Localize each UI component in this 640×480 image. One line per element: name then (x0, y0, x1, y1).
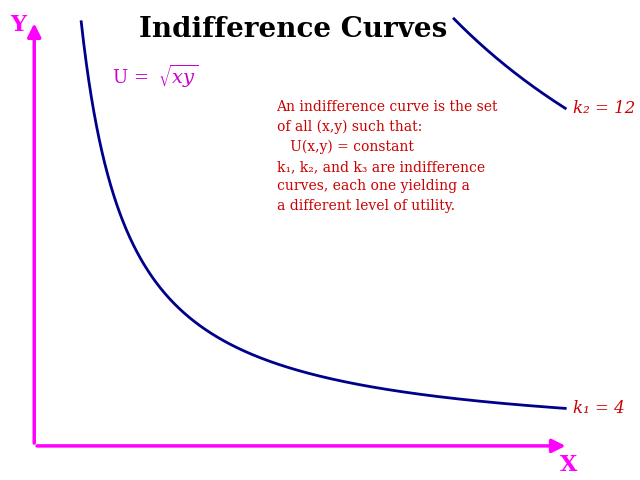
Text: k₂ = 12: k₂ = 12 (573, 100, 636, 117)
Text: Indifference Curves: Indifference Curves (139, 16, 447, 43)
Text: Y: Y (11, 14, 26, 36)
Text: An indifference curve is the set
of all (x,y) such that:
   U(x,y) = constant
k₁: An indifference curve is the set of all … (276, 100, 498, 213)
Text: k₁ = 4: k₁ = 4 (573, 400, 625, 417)
Text: $\sqrt{xy}$: $\sqrt{xy}$ (158, 63, 198, 90)
Text: U =: U = (113, 69, 155, 87)
Text: X: X (560, 454, 577, 476)
